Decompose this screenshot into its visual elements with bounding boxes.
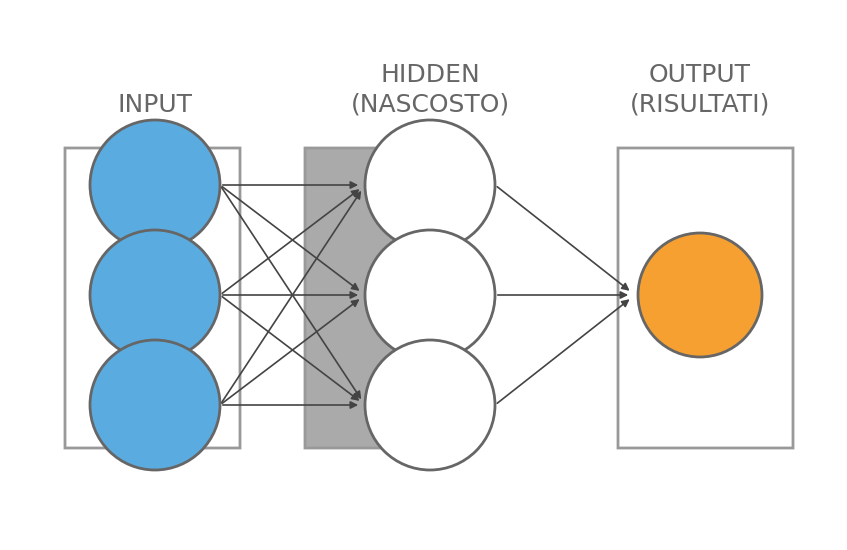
Text: INPUT: INPUT <box>118 93 192 117</box>
FancyBboxPatch shape <box>618 148 793 448</box>
FancyBboxPatch shape <box>65 148 240 448</box>
Text: OUTPUT
(RISULTATI): OUTPUT (RISULTATI) <box>630 63 770 117</box>
Circle shape <box>365 340 495 470</box>
Text: HIDDEN
(NASCOSTO): HIDDEN (NASCOSTO) <box>351 63 510 117</box>
Circle shape <box>90 230 220 360</box>
FancyBboxPatch shape <box>305 148 435 448</box>
Circle shape <box>365 230 495 360</box>
Circle shape <box>90 120 220 250</box>
Circle shape <box>365 120 495 250</box>
Circle shape <box>90 340 220 470</box>
Circle shape <box>638 233 762 357</box>
